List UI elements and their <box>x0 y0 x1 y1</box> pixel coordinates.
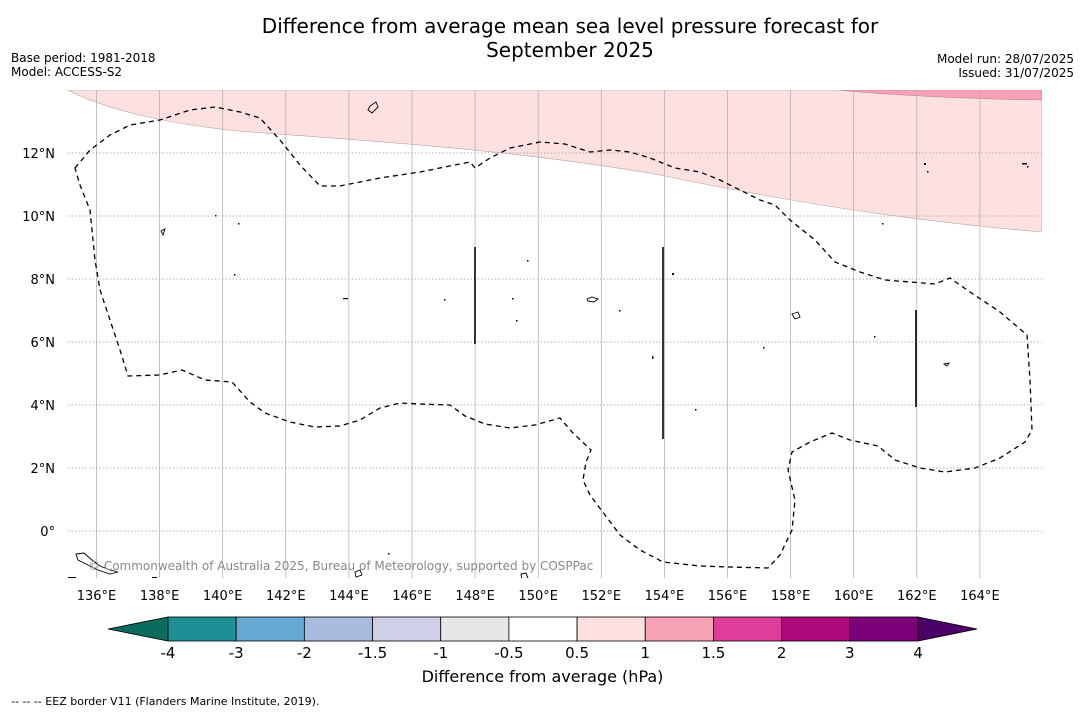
latitude-tick-label: 10°N <box>22 210 55 225</box>
anomaly-region-0.5-to-1 <box>68 90 1042 233</box>
colorbar-label: -4 <box>161 644 176 662</box>
colorbar-box <box>440 616 510 642</box>
colorbar-label: -1 <box>433 644 448 662</box>
colorbar-box <box>303 616 373 642</box>
longitude-tick-label: 162°E <box>897 589 937 604</box>
colorbar-box <box>576 616 646 642</box>
longitude-tick-labels: 136°E 138°E 140°E 142°E 144°E 146°E 148°E 150°E… <box>77 589 1000 604</box>
colorbar-label: 2 <box>777 644 787 662</box>
colorbar-box <box>372 616 442 642</box>
colorbar-box <box>644 616 714 642</box>
colorbar-label: 0.5 <box>565 644 589 662</box>
colorbar-box <box>167 616 237 642</box>
longitude-tick-label: 158°E <box>771 589 811 604</box>
colorbar-label: -1.5 <box>358 644 387 662</box>
longitude-tick-label: 140°E <box>203 589 243 604</box>
colorbar-boxes <box>167 616 919 642</box>
colorbar-label: 1.5 <box>702 644 726 662</box>
longitude-tick-label: 146°E <box>392 589 432 604</box>
longitude-tick-label: 156°E <box>708 589 748 604</box>
longitude-tick-label: 160°E <box>834 589 874 604</box>
latitude-tick-label: 6°N <box>31 336 56 351</box>
latitude-tick-label: 8°N <box>31 273 56 288</box>
title-line-2: September 2025 <box>486 38 654 62</box>
latitude-tick-label: 2°N <box>31 462 56 477</box>
colorbar-label: 4 <box>913 644 923 662</box>
latitude-tick-label: 0° <box>40 525 55 540</box>
longitude-tick-label: 138°E <box>140 589 180 604</box>
latitude-tick-label: 4°N <box>31 399 56 414</box>
colorbar-label: -0.5 <box>494 644 523 662</box>
colorbar-over-arrow <box>917 616 978 642</box>
issued-date: Issued: 31/07/2025 <box>958 66 1074 80</box>
metadata-right: Model run: 28/07/2025 Issued: 31/07/2025 <box>937 52 1074 80</box>
longitude-tick-label: 150°E <box>518 589 558 604</box>
eez-footnote: -- -- -- EEZ border V11 (Flanders Marine… <box>11 695 320 708</box>
colorbar-labels: -4 -3 -2 -1.5 -1 -0.5 0.5 1 1.5 2 3 4 <box>161 644 923 662</box>
islands <box>75 101 950 578</box>
colorbar-svg: -4 -3 -2 -1.5 -1 -0.5 0.5 1 1.5 2 3 4 <box>107 616 978 662</box>
colorbar-label: -3 <box>229 644 244 662</box>
latitude-tick-labels: 12°N 10°N 8°N 6°N 4°N 2°N 0° <box>22 147 55 540</box>
colorbar-under-arrow <box>107 616 169 642</box>
longitude-tick-label: 164°E <box>960 589 1000 604</box>
eez-border <box>74 106 1033 569</box>
colorbar-label: 3 <box>845 644 855 662</box>
colorbar-box <box>713 616 783 642</box>
longitude-tick-label: 144°E <box>329 589 369 604</box>
map-svg: © Commonwealth of Australia 2025, Bureau… <box>22 90 1042 604</box>
anomaly-region-1-to-1.5 <box>837 90 1042 101</box>
longitude-tick-label: 142°E <box>266 589 306 604</box>
latitude-tick-label: 12°N <box>22 147 55 162</box>
colorbar-box <box>235 616 305 642</box>
colorbar-box <box>849 616 919 642</box>
colorbar: -4 -3 -2 -1.5 -1 -0.5 0.5 1 1.5 2 3 4 <box>107 616 978 662</box>
latitude-gridlines <box>68 152 1042 532</box>
model-name: Model: ACCESS-S2 <box>11 65 123 79</box>
base-period: Base period: 1981-2018 <box>11 51 156 65</box>
longitude-tick-label: 136°E <box>77 589 117 604</box>
colorbar-box <box>781 616 851 642</box>
colorbar-label: 1 <box>640 644 650 662</box>
metadata-left: Base period: 1981-2018 Model: ACCESS-S2 <box>11 51 156 79</box>
map-area: © Commonwealth of Australia 2025, Bureau… <box>22 90 1042 604</box>
model-run: Model run: 28/07/2025 <box>936 52 1074 66</box>
tiny-islands <box>68 163 1029 578</box>
longitude-tick-label: 152°E <box>582 589 622 604</box>
colorbar-title: Difference from average (hPa) <box>421 667 664 686</box>
colorbar-box <box>508 616 578 642</box>
longitude-tick-label: 154°E <box>645 589 685 604</box>
copyright-notice: © Commonwealth of Australia 2025, Bureau… <box>88 559 593 573</box>
title-line-1: Difference from average mean sea level p… <box>261 14 879 38</box>
page-title: Difference from average mean sea level p… <box>0 14 1085 62</box>
colorbar-label: -2 <box>297 644 312 662</box>
map-panel: © Commonwealth of Australia 2025, Bureau… <box>68 90 1042 578</box>
longitude-tick-label: 148°E <box>455 589 495 604</box>
